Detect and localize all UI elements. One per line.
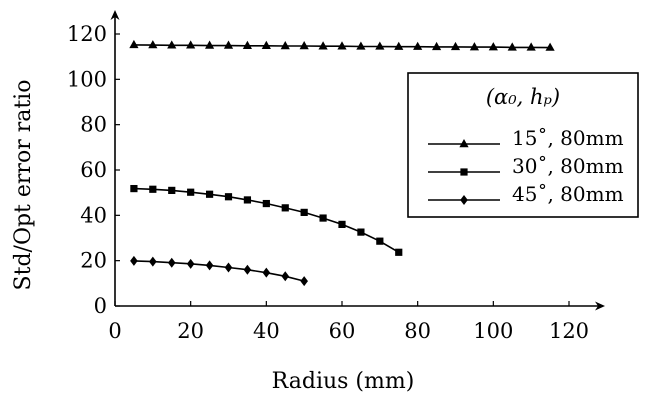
- legend: (α₀, hₚ) 15˚, 80mm 30˚, 80mm 45˚, 80mm: [407, 72, 639, 218]
- y-tick-label: 80: [80, 113, 107, 137]
- data-point: [526, 42, 536, 51]
- x-axis-label: Radius (mm): [272, 369, 415, 394]
- data-point: [395, 248, 403, 256]
- x-tick-label: 0: [108, 319, 121, 343]
- data-point: [262, 199, 270, 208]
- data-point: [205, 190, 214, 198]
- data-point: [262, 267, 271, 278]
- legend-label: 15˚, 80mm: [512, 126, 624, 150]
- data-point: [204, 40, 215, 49]
- legend-entry: 45˚, 80mm: [428, 182, 624, 206]
- data-point: [319, 214, 327, 222]
- data-point: [318, 41, 328, 50]
- legend-title: (α₀, hₚ): [486, 85, 560, 109]
- axes: [110, 10, 605, 311]
- data-point: [168, 186, 176, 194]
- data-point: [545, 42, 555, 51]
- x-axis-arrow: [595, 301, 605, 311]
- y-tick-label: 40: [80, 203, 107, 227]
- series-2: [130, 184, 403, 256]
- x-tick-label: 100: [473, 319, 513, 343]
- y-axis-arrow: [110, 10, 120, 20]
- data-point: [357, 228, 365, 236]
- data-point: [337, 41, 347, 50]
- data-point: [167, 40, 177, 49]
- y-tick-label: 100: [67, 67, 107, 91]
- data-point: [186, 40, 196, 49]
- y-tick-label: 20: [80, 249, 107, 273]
- ticks: 0 20 40 60 80 100 120 0 20 40 60 80 100 120: [67, 22, 589, 343]
- data-point: [149, 185, 157, 193]
- x-tick-label: 40: [253, 319, 280, 343]
- data-point: [376, 237, 384, 245]
- data-point: [300, 276, 308, 287]
- data-point: [488, 42, 498, 51]
- legend-label: 45˚, 80mm: [512, 182, 624, 206]
- data-point: [167, 257, 176, 268]
- x-tick-label: 80: [404, 319, 431, 343]
- legend-marker: [460, 195, 468, 205]
- legend-entry: 30˚, 80mm: [428, 154, 624, 178]
- data-point: [223, 40, 234, 49]
- legend-entry: 15˚, 80mm: [428, 126, 624, 150]
- data-point: [243, 264, 252, 275]
- data-point: [242, 40, 253, 49]
- y-tick-label: 0: [94, 294, 107, 318]
- data-point: [450, 41, 461, 51]
- legend-label: 30˚, 80mm: [512, 154, 624, 178]
- y-tick-label: 60: [80, 158, 107, 182]
- series-line: [133, 260, 305, 282]
- series-layer: [129, 39, 555, 287]
- x-tick-label: 20: [177, 319, 204, 343]
- data-point: [186, 258, 195, 269]
- data-point: [129, 39, 139, 49]
- data-point: [394, 41, 404, 50]
- legend-marker: [460, 168, 468, 176]
- legend-entries: 15˚, 80mm 30˚, 80mm 45˚, 80mm: [428, 126, 624, 206]
- data-point: [469, 42, 480, 51]
- legend-marker: [459, 139, 469, 148]
- x-tick-label: 60: [329, 319, 356, 343]
- data-point: [243, 196, 252, 204]
- x-tick-label: 120: [549, 319, 589, 343]
- data-point: [431, 41, 442, 51]
- series-line: [133, 187, 400, 253]
- data-point: [281, 204, 289, 212]
- series-3: [130, 255, 308, 287]
- data-point: [148, 40, 158, 49]
- data-point: [130, 255, 138, 266]
- data-point: [507, 42, 517, 51]
- data-point: [299, 41, 309, 50]
- y-tick-label: 120: [67, 22, 107, 46]
- data-point: [338, 220, 346, 228]
- data-point: [280, 41, 290, 50]
- data-point: [375, 41, 385, 50]
- data-point: [224, 262, 233, 273]
- data-point: [130, 184, 138, 193]
- series-1: [129, 39, 555, 51]
- data-point: [261, 40, 271, 49]
- data-point: [356, 41, 366, 50]
- data-point: [224, 193, 233, 201]
- y-axis-label: Std/Opt error ratio: [11, 80, 36, 291]
- data-point: [205, 260, 214, 271]
- data-point: [187, 188, 195, 196]
- data-point: [413, 41, 423, 50]
- data-point: [149, 256, 157, 267]
- legend-box: [407, 72, 639, 218]
- data-point: [300, 208, 308, 216]
- data-point: [281, 271, 290, 282]
